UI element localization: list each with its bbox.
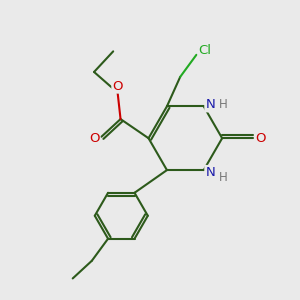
Text: O: O — [255, 132, 266, 145]
Text: N: N — [205, 98, 215, 111]
Text: O: O — [112, 80, 123, 93]
Text: N: N — [205, 166, 215, 179]
Text: Cl: Cl — [199, 44, 212, 57]
Text: H: H — [218, 171, 227, 184]
Text: O: O — [89, 132, 99, 145]
Text: H: H — [218, 98, 227, 111]
